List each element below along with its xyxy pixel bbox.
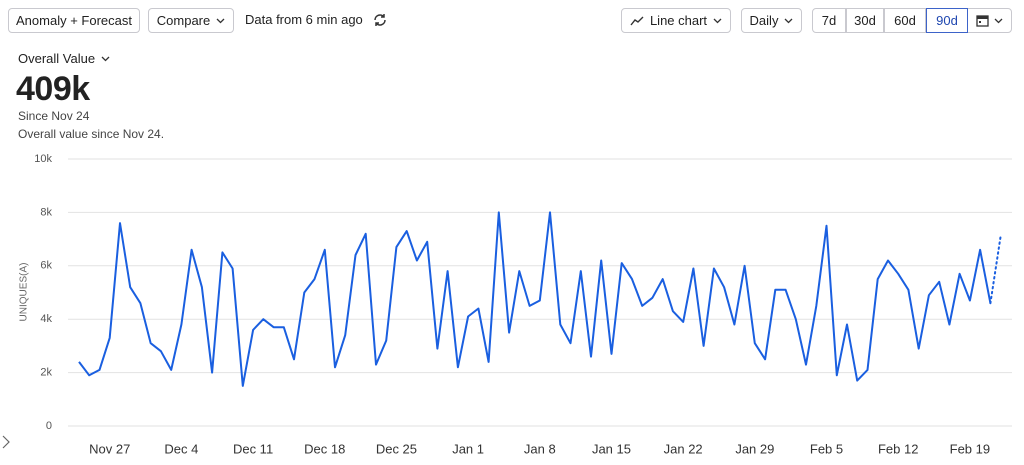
x-tick-label: Jan 1	[452, 441, 484, 456]
chevron	[784, 18, 793, 23]
refresh-icon[interactable]	[372, 12, 388, 28]
y-tick-label: 2k	[40, 367, 52, 379]
range-button[interactable]: 60d	[884, 8, 926, 33]
line-icon	[630, 16, 644, 25]
x-tick-label: Feb 19	[950, 441, 990, 456]
x-tick-label: Feb 12	[878, 441, 918, 456]
since-label: Since Nov 24	[18, 109, 90, 123]
y-tick-label: 6k	[40, 260, 52, 272]
chevron	[994, 18, 1003, 23]
calendar-button[interactable]	[967, 8, 1012, 33]
mode-label: Anomaly + Forecast	[16, 13, 132, 28]
x-tick-label: Jan 29	[735, 441, 774, 456]
interval-button[interactable]: Daily	[741, 8, 802, 33]
y-tick-label: 8k	[40, 206, 52, 218]
y-axis-label: UNIQUES(A)	[19, 263, 30, 322]
x-tick-label: Dec 11	[233, 441, 273, 456]
chevron	[713, 18, 722, 23]
compare-button[interactable]: Compare	[148, 8, 234, 33]
x-tick-label: Feb 5	[810, 441, 843, 456]
x-tick-label: Dec 4	[164, 441, 198, 456]
metric-value: 409k	[16, 70, 90, 108]
collapse-arrow	[2, 435, 10, 449]
x-tick-label: Jan 8	[524, 441, 556, 456]
chevron	[216, 18, 225, 23]
range-button[interactable]: 90d	[926, 8, 968, 33]
compare-label: Compare	[156, 13, 211, 28]
x-tick-label: Jan 15	[592, 441, 631, 456]
metric-label: Overall Value	[18, 51, 96, 66]
range-button[interactable]: 7d	[812, 8, 846, 33]
range-button[interactable]: 30d	[846, 8, 884, 33]
x-tick-label: Dec 18	[304, 441, 345, 456]
x-tick-label: Nov 27	[89, 441, 130, 456]
chart-type-label: Line chart	[649, 13, 708, 28]
chart-type-button[interactable]: Line chart	[621, 8, 731, 33]
series-line	[78, 211, 992, 387]
calendar-icon	[976, 15, 989, 27]
y-tick-label: 10k	[34, 153, 52, 165]
x-tick-label: Jan 22	[664, 441, 703, 456]
y-tick-label: 4k	[40, 313, 52, 325]
forecast-line	[989, 235, 1002, 305]
metric-selector[interactable]: Overall Value	[18, 51, 110, 66]
mode-button[interactable]: Anomaly + Forecast	[8, 8, 140, 33]
y-tick-label: 0	[46, 420, 52, 432]
freshness: Data from 6 min ago	[245, 12, 363, 27]
summary-note: Overall value since Nov 24.	[18, 127, 165, 141]
interval-label: Daily	[749, 13, 779, 28]
chevron	[101, 56, 110, 61]
x-tick-label: Dec 25	[376, 441, 417, 456]
